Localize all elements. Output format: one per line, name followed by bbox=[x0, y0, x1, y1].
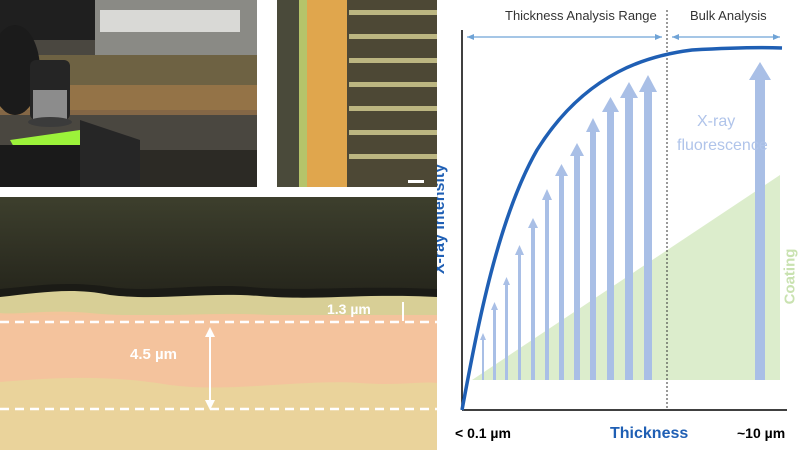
cross-section-illustration bbox=[277, 0, 437, 187]
coating-micrograph: 1.3 µm 4.5 µm bbox=[0, 197, 437, 450]
coating-thick-measurement: 4.5 µm bbox=[130, 346, 177, 363]
microscope-illustration bbox=[0, 0, 257, 187]
x-max-label: ~10 µm bbox=[737, 425, 786, 441]
thickness-range-label: Thickness Analysis Range bbox=[505, 8, 657, 23]
intensity-curve bbox=[460, 45, 783, 411]
bulk-range-label: Bulk Analysis bbox=[690, 8, 767, 23]
microscope-photo bbox=[0, 0, 257, 187]
x-axis-label: Thickness bbox=[610, 425, 689, 442]
xrf-arrows bbox=[480, 62, 771, 380]
cross-section-photo bbox=[277, 0, 437, 187]
fluorescence-label-1: X-ray bbox=[697, 113, 736, 130]
micrograph-illustration bbox=[0, 197, 437, 450]
y-axis-label: X-ray Intensity bbox=[437, 163, 449, 275]
xrf-intensity-diagram: Thickness Analysis Range Bulk Analysis X… bbox=[437, 0, 800, 450]
fluorescence-label-2: fluorescence bbox=[677, 137, 768, 154]
coating-label: Coating bbox=[781, 248, 799, 305]
coating-thin-measurement: 1.3 µm bbox=[327, 301, 371, 317]
intensity-curve-diagram bbox=[460, 10, 787, 411]
x-min-label: < 0.1 µm bbox=[455, 425, 511, 441]
